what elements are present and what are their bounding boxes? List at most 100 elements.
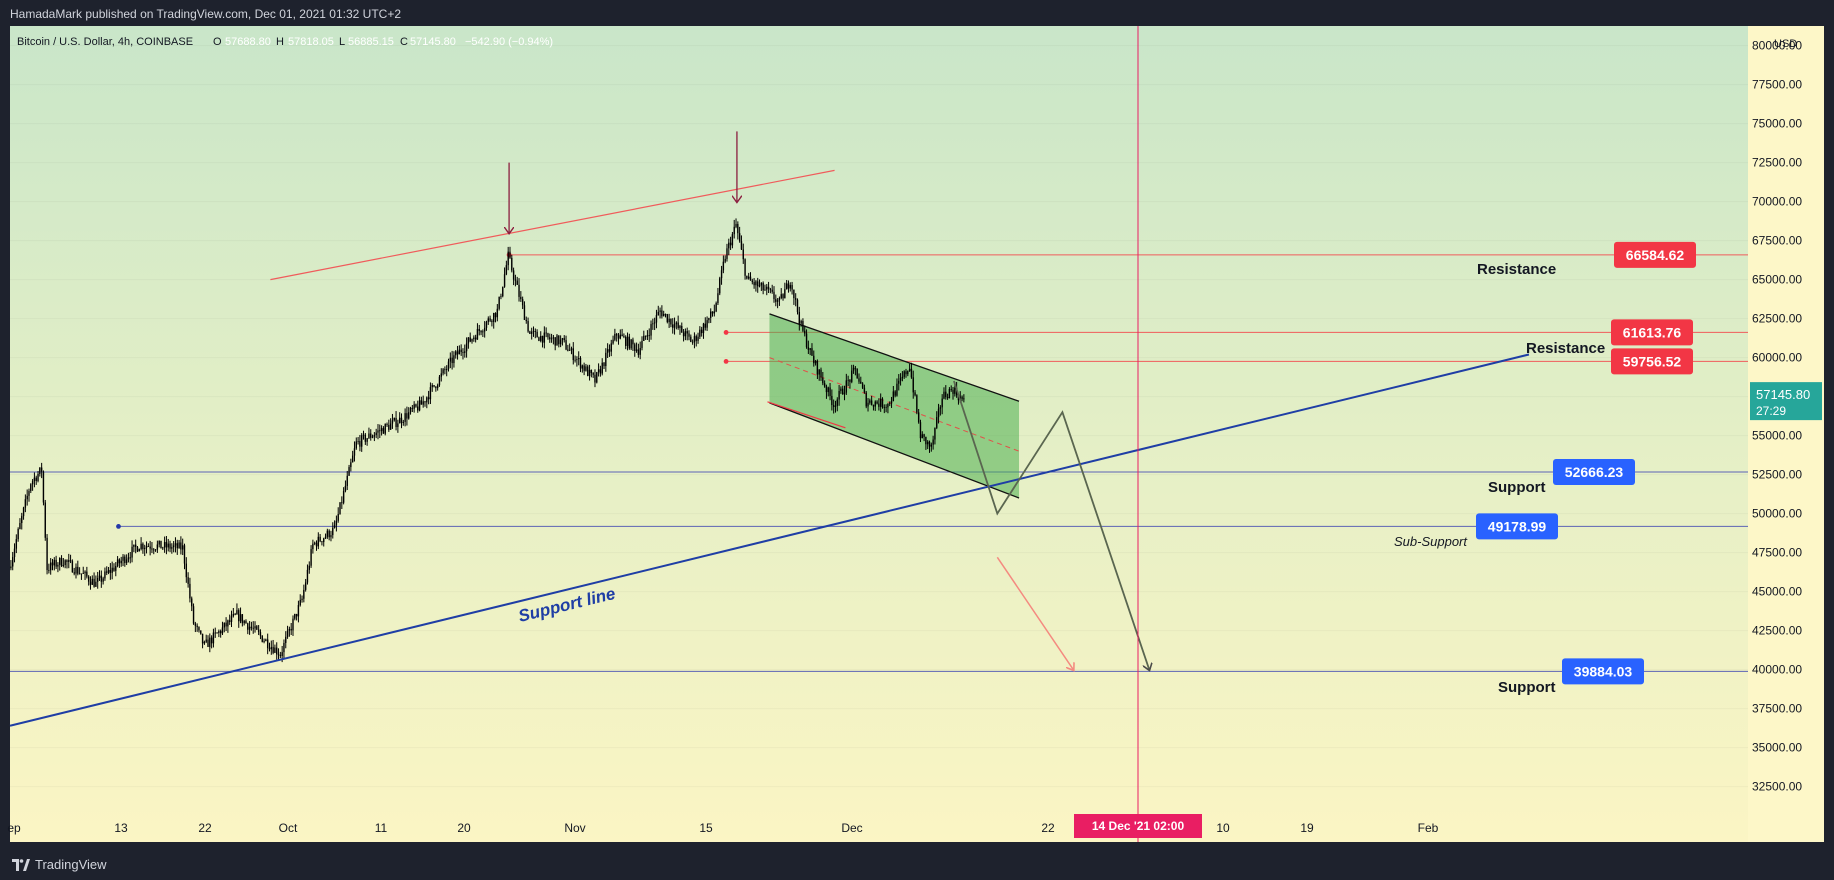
candle-body [952,389,954,394]
candle-body [98,575,101,578]
candle-body [194,623,197,626]
candle-body [86,571,88,577]
crosshair-date-label: 14 Dec '21 02:00 [1092,819,1185,833]
candle-body [749,276,752,281]
candle-body [619,334,621,339]
candle-body [319,536,321,542]
candle-body [699,329,701,337]
candle-body [456,351,459,355]
candle-body [632,339,634,345]
candle-body [102,578,104,582]
legend-symbol: Bitcoin / U.S. Dollar, 4h, COINBASE [17,36,193,48]
candle-body [93,578,95,587]
candle-body [796,299,799,312]
time-tick-label: Nov [564,821,585,835]
candle-body [364,434,367,442]
candle-body [391,420,394,424]
level-annotation: Resistance [1477,261,1556,278]
candle-body [536,331,538,338]
level-anchor-dot [506,252,512,258]
candle-body [925,436,927,445]
candle-body [482,331,484,333]
candle-body [713,311,716,314]
time-tick-label: ep [7,821,21,835]
candle-body [834,405,837,407]
candle-body [323,538,325,543]
candle-body [554,337,556,346]
candle-body [648,335,650,336]
candle-body [187,577,189,584]
candle-body [259,632,262,636]
candle-body [675,322,678,325]
price-chart[interactable]: Support line 66584.62Resistance61613.765… [0,0,1834,848]
candle-body [639,347,641,355]
candle-body [851,370,853,382]
candle-body [876,401,878,404]
candle-body [389,423,392,430]
tradingview-brand[interactable]: TradingView [12,857,107,872]
price-tick-label: 62500.00 [1752,312,1802,326]
candle-body [82,573,84,575]
candle-body [100,575,103,582]
candle-body [565,340,567,350]
candle-body [775,299,777,302]
candle-body [954,387,956,394]
candle-body [623,336,625,338]
candle-body [507,251,509,266]
candle-body [558,335,560,345]
price-tick-label: 35000.00 [1752,741,1802,755]
level-labels: 66584.62 Resistance 61613.76 59756.52 Resist… [1394,241,1696,696]
candle-body [398,417,401,424]
candle-body [160,540,162,549]
price-tick-label: 37500.00 [1752,702,1802,716]
candle-body [77,566,79,574]
candle-body [200,630,202,634]
candle-body [932,439,934,445]
level-anchor-dot [723,330,729,335]
candle-body [941,398,943,408]
candle-body [22,507,25,517]
candle-body [279,655,282,656]
candle-body [628,336,631,349]
candle-body [109,569,112,573]
candle-body [948,389,951,399]
candle-body [332,527,334,536]
candle-body [241,614,244,624]
candle-body [682,332,685,337]
candle-body [738,233,741,242]
candle-body [722,261,725,271]
candle-body [212,632,215,644]
candle-body [375,432,377,436]
candle-body [769,288,772,290]
candle-body [409,407,412,413]
candle-body [368,433,370,439]
candle-body [174,543,177,546]
candle-body [261,635,263,642]
candle-body [643,335,645,342]
projection-path-red [996,556,1073,669]
candle-body [596,372,598,383]
candle-body [807,347,810,350]
candle-body [865,392,867,407]
candle-body [957,395,960,401]
level-price-badge [1614,241,1696,268]
candle-body [377,430,379,433]
level-annotation: Support [1498,679,1556,696]
candle-body [677,322,679,328]
candle-body [413,404,415,409]
candle-body [192,606,195,624]
candle-body [505,265,508,275]
candle-body [53,559,56,566]
current-price-label: 57145.80 [1756,387,1810,402]
candle-body [612,339,614,344]
candle-body [782,294,784,299]
candle-body [243,620,245,624]
candle-body [397,423,399,427]
time-tick-label: Feb [1418,821,1439,835]
candle-body [145,546,148,548]
candle-body [225,622,227,627]
candle-body [306,569,309,583]
candle-body [597,369,600,373]
candle-body [44,502,46,538]
candle-body [489,318,491,321]
